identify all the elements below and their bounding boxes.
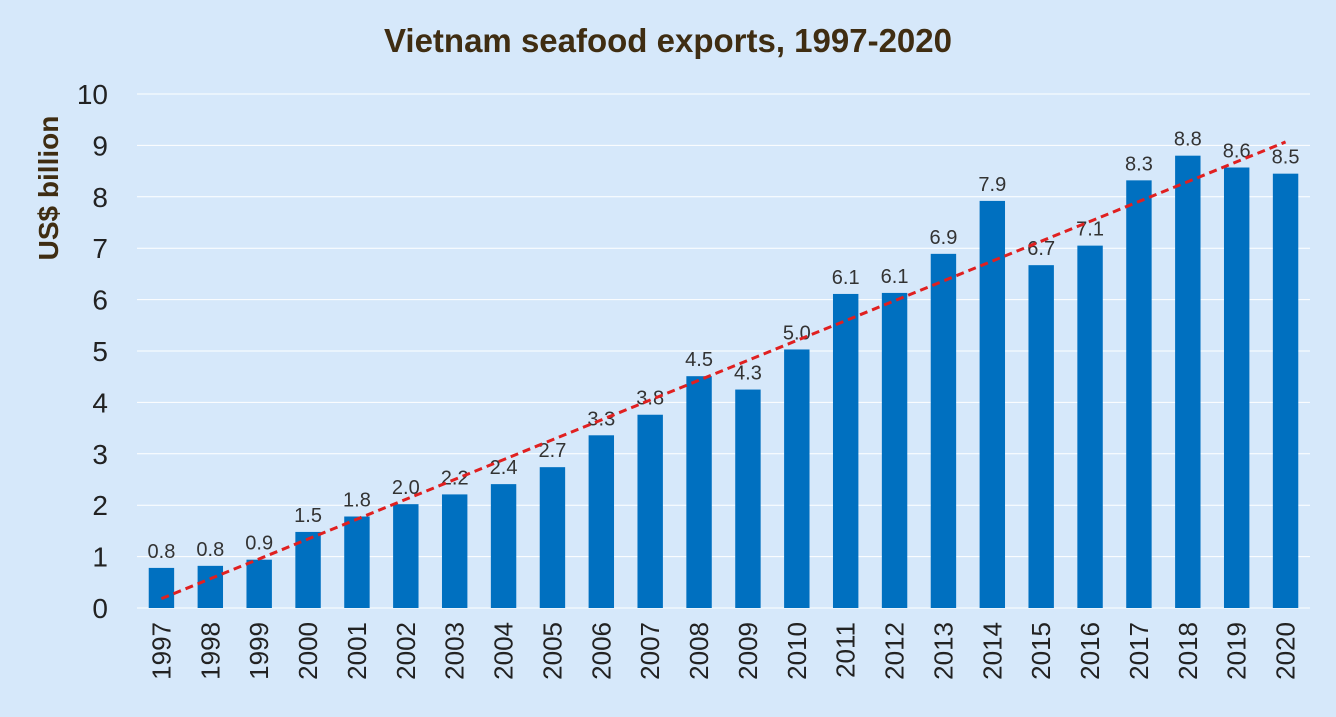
bar-2014 <box>979 200 1006 609</box>
data-label-2012: 6.1 <box>881 266 909 288</box>
x-tick-label-2001: 2001 <box>342 622 372 680</box>
x-tick-label-2010: 2010 <box>782 622 812 680</box>
trendline <box>160 140 1287 600</box>
y-tick-label: 8 <box>92 182 108 213</box>
x-tick-label-1997: 1997 <box>146 622 176 680</box>
data-label-2018: 8.8 <box>1174 129 1202 151</box>
data-label-2001: 1.8 <box>343 490 371 512</box>
x-tick-label-2008: 2008 <box>684 622 714 680</box>
x-tick-label-2018: 2018 <box>1173 622 1203 680</box>
x-tick-label-2005: 2005 <box>537 622 567 680</box>
x-tick-label-2012: 2012 <box>880 622 910 680</box>
data-label-2009: 4.3 <box>734 363 762 385</box>
bar-2009 <box>735 389 761 608</box>
bar-2020 <box>1272 173 1299 609</box>
x-tick-label-2002: 2002 <box>391 622 421 680</box>
y-tick-label: 10 <box>77 79 108 110</box>
gridlines <box>137 93 1310 609</box>
x-tick-label-1998: 1998 <box>195 622 225 680</box>
data-label-2008: 4.5 <box>685 349 713 371</box>
y-tick-label: 9 <box>92 130 108 161</box>
y-tick-label: 3 <box>92 439 108 470</box>
data-label-1998: 0.8 <box>196 539 224 561</box>
bar-2001 <box>344 516 370 608</box>
data-label-2020: 8.5 <box>1272 147 1300 169</box>
bar-2017 <box>1126 180 1152 609</box>
x-axis-ticks: 1997 1998 1999 2000 2001 2002 2003 2004 2005 2006… <box>146 622 1300 680</box>
data-label-2017: 8.3 <box>1125 153 1153 175</box>
bar-2019 <box>1223 167 1250 608</box>
x-tick-label-2000: 2000 <box>293 622 323 680</box>
x-tick-label-2020: 2020 <box>1271 622 1301 680</box>
y-axis-ticks: 0 1 2 3 4 5 6 7 8 9 10 <box>77 79 108 624</box>
y-tick-label: 2 <box>92 490 108 521</box>
bar-2010 <box>784 349 810 608</box>
data-label-1997: 0.8 <box>148 541 176 563</box>
data-label-2011: 6.1 <box>832 267 860 289</box>
data-label-2014: 7.9 <box>978 174 1006 196</box>
x-tick-label-1999: 1999 <box>244 622 274 680</box>
y-axis-label: US$ billion <box>33 116 64 261</box>
bar-2004 <box>490 484 517 608</box>
data-label-1999: 0.9 <box>245 533 273 555</box>
data-labels: 0.80.80.91.51.82.02.22.42.73.33.84.54.35… <box>148 129 1300 563</box>
x-tick-label-2011: 2011 <box>831 622 861 678</box>
bar-1998 <box>197 565 224 608</box>
bars <box>148 155 1299 609</box>
x-tick-label-2013: 2013 <box>928 622 958 680</box>
x-tick-label-2006: 2006 <box>586 622 616 680</box>
x-tick-label-2009: 2009 <box>733 622 763 680</box>
data-label-2007: 3.8 <box>636 388 664 410</box>
y-tick-label: 5 <box>92 336 108 367</box>
bar-2000 <box>295 531 321 608</box>
x-tick-label-2019: 2019 <box>1222 622 1252 680</box>
bar-2003 <box>441 494 468 608</box>
y-tick-label: 6 <box>92 285 108 316</box>
bar-2015 <box>1028 265 1054 608</box>
bar-2016 <box>1077 245 1103 608</box>
bar-2005 <box>539 467 566 608</box>
chart-title: Vietnam seafood exports, 1997-2020 <box>384 22 952 59</box>
data-label-2019: 8.6 <box>1223 141 1251 163</box>
bar-2007 <box>637 414 663 608</box>
bar-2012 <box>881 292 908 608</box>
x-tick-label-2016: 2016 <box>1075 622 1105 680</box>
bar-2013 <box>930 253 957 608</box>
y-tick-label: 7 <box>92 233 108 264</box>
x-tick-label-2015: 2015 <box>1026 622 1056 680</box>
bar-2006 <box>588 435 615 608</box>
x-tick-label-2004: 2004 <box>489 622 519 680</box>
bar-2008 <box>686 376 712 608</box>
data-label-2010: 5.0 <box>783 322 811 344</box>
x-tick-label-2007: 2007 <box>635 622 665 680</box>
bar-2018 <box>1175 155 1201 608</box>
bar-1999 <box>246 559 272 608</box>
y-tick-label: 0 <box>92 593 108 624</box>
data-label-2004: 2.4 <box>490 457 518 479</box>
x-tick-label-2017: 2017 <box>1124 622 1154 680</box>
bar-2002 <box>393 504 419 608</box>
bar-2011 <box>832 293 859 608</box>
y-tick-label: 1 <box>92 542 108 573</box>
x-tick-label-2014: 2014 <box>977 622 1007 680</box>
y-tick-label: 4 <box>92 387 108 418</box>
x-tick-label-2003: 2003 <box>440 622 470 680</box>
data-label-2005: 2.7 <box>539 440 567 462</box>
bar-1997 <box>148 567 175 608</box>
data-label-2000: 1.5 <box>294 505 322 527</box>
data-label-2002: 2.0 <box>392 477 420 499</box>
data-label-2013: 6.9 <box>930 227 958 249</box>
